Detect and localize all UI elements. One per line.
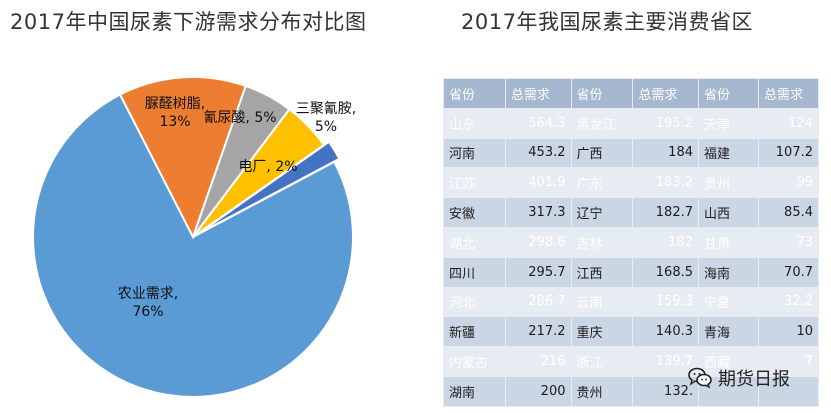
- province-cell: 安徽: [443, 197, 506, 228]
- province-cell: 江西: [570, 256, 634, 288]
- table-row: 湖南 200 贵州 132.: [443, 375, 819, 407]
- province-cell: 重庆: [570, 316, 634, 348]
- demand-cell: 10: [758, 316, 819, 348]
- demand-cell: 295.7: [504, 256, 572, 288]
- table-row: 湖北 298.6 吉林 182 甘肃 73: [443, 226, 819, 258]
- demand-cell: 132.: [632, 375, 699, 407]
- table-title: 2017年我国尿素主要消费省区: [461, 10, 753, 34]
- demand-cell: 139.7: [632, 346, 699, 377]
- province-cell: 山东: [443, 107, 506, 139]
- table-header-row: 省份 总需求 省份 总需求 省份 总需求: [443, 78, 819, 109]
- demand-cell: 85.4: [758, 197, 819, 228]
- demand-cell: 453.2: [504, 137, 572, 169]
- demand-cell: 70.7: [758, 256, 819, 288]
- province-cell: 海南: [698, 256, 759, 288]
- province-cell: 贵州: [570, 375, 634, 407]
- demand-cell: 7: [758, 346, 819, 377]
- demand-cell: 401.9: [504, 167, 572, 199]
- province-cell: 辽宁: [570, 197, 634, 228]
- table-header-cell: 总需求: [632, 78, 699, 109]
- table-header-cell: 省份: [570, 78, 634, 109]
- province-cell: 四川: [443, 256, 506, 288]
- pie-slice-1: [118, 76, 247, 240]
- table-header-cell: 总需求: [758, 78, 819, 109]
- demand-cell: 200: [504, 375, 572, 407]
- table-row: 四川 295.7 江西 168.5 海南 70.7: [443, 256, 819, 288]
- demand-cell: 73: [758, 226, 819, 258]
- table-header-cell: 省份: [698, 78, 759, 109]
- table-row: 江苏 401.9 广东 183.2 贵州 99: [443, 167, 819, 199]
- pie-label-4: 电厂, 2%: [238, 159, 297, 175]
- pie-chart-title: 2017年中国尿素下游需求分布对比图: [10, 10, 367, 34]
- demand-cell: 298.6: [504, 226, 572, 258]
- province-cell: 广西: [570, 137, 634, 169]
- demand-cell: 217.2: [504, 316, 572, 348]
- table-row: 山东 564.3 黑龙江 195.2 天津 124: [443, 107, 819, 139]
- demand-cell: 32.2: [758, 286, 819, 318]
- demand-cell: 317.3: [504, 197, 572, 228]
- demand-cell: 99: [758, 167, 819, 199]
- demand-cell: 195.2: [632, 107, 699, 139]
- province-cell: 江苏: [443, 167, 506, 199]
- demand-cell: 182.7: [632, 197, 699, 228]
- pie-label-2: 氰尿酸, 5%: [203, 110, 276, 126]
- province-table: 省份 总需求 省份 总需求 省份 总需求 山东 564.3 黑龙江 195.2 天津 124 河南 45…: [443, 78, 819, 407]
- demand-cell: 184: [632, 137, 699, 169]
- pie-label-3: 三聚氰胺, 5%: [296, 101, 356, 135]
- province-cell: 甘肃: [698, 226, 759, 258]
- pie-label-1: 脲醛树脂, 13%: [145, 96, 205, 130]
- province-cell: 湖北: [443, 226, 506, 258]
- table-row: 安徽 317.3 辽宁 182.7 山西 85.4: [443, 197, 819, 228]
- province-cell: 新疆: [443, 316, 506, 348]
- province-cell: 福建: [698, 137, 759, 169]
- province-cell: 黑龙江: [570, 107, 634, 139]
- province-cell: 湖南: [443, 375, 506, 407]
- demand-cell: 182: [632, 226, 699, 258]
- province-cell: 河南: [443, 137, 506, 169]
- province-cell: 云南: [570, 286, 634, 318]
- province-cell: 青海: [698, 316, 759, 348]
- demand-cell: 107.2: [758, 137, 819, 169]
- demand-cell: 168.5: [632, 256, 699, 288]
- demand-cell: 183.2: [632, 167, 699, 199]
- demand-cell: [758, 375, 819, 407]
- demand-cell: 216: [504, 346, 572, 377]
- demand-cell: 286.7: [504, 286, 572, 318]
- province-cell: 山西: [698, 197, 759, 228]
- pie-label-0: 农业需求, 76%: [118, 286, 178, 320]
- demand-cell: 140.3: [632, 316, 699, 348]
- watermark-text: 期货日报: [718, 369, 790, 390]
- province-cell: 广东: [570, 167, 634, 199]
- province-cell: 天津: [698, 107, 759, 139]
- pie-chart: 农业需求, 76% 脲醛树脂, 13% 氰尿酸, 5% 三聚氰胺, 5% 电厂, 2%: [32, 76, 356, 398]
- pie-slice-4: [197, 140, 341, 235]
- province-cell: 吉林: [570, 226, 634, 258]
- province-cell: 浙江: [570, 346, 634, 377]
- wechat-icon: [688, 367, 712, 389]
- province-cell: 贵州: [698, 167, 759, 199]
- demand-cell: 159.3: [632, 286, 699, 318]
- table-header-cell: 省份: [443, 78, 506, 109]
- province-cell: 内蒙古: [443, 346, 506, 377]
- table-row: 河北 286.7 云南 159.3 宁夏 32.2: [443, 286, 819, 318]
- pie-slice-0: [32, 93, 354, 398]
- province-cell: 河北: [443, 286, 506, 318]
- demand-cell: 124: [758, 107, 819, 139]
- watermark: 期货日报: [688, 362, 820, 394]
- table-header-cell: 总需求: [504, 78, 572, 109]
- province-table-container: 省份 总需求 省份 总需求 省份 总需求 山东 564.3 黑龙江 195.2 天津 124 河南 45…: [443, 78, 819, 407]
- demand-cell: 564.3: [504, 107, 572, 139]
- province-cell: 宁夏: [698, 286, 759, 318]
- table-row: 新疆 217.2 重庆 140.3 青海 10: [443, 316, 819, 348]
- table-row: 河南 453.2 广西 184 福建 107.2: [443, 137, 819, 169]
